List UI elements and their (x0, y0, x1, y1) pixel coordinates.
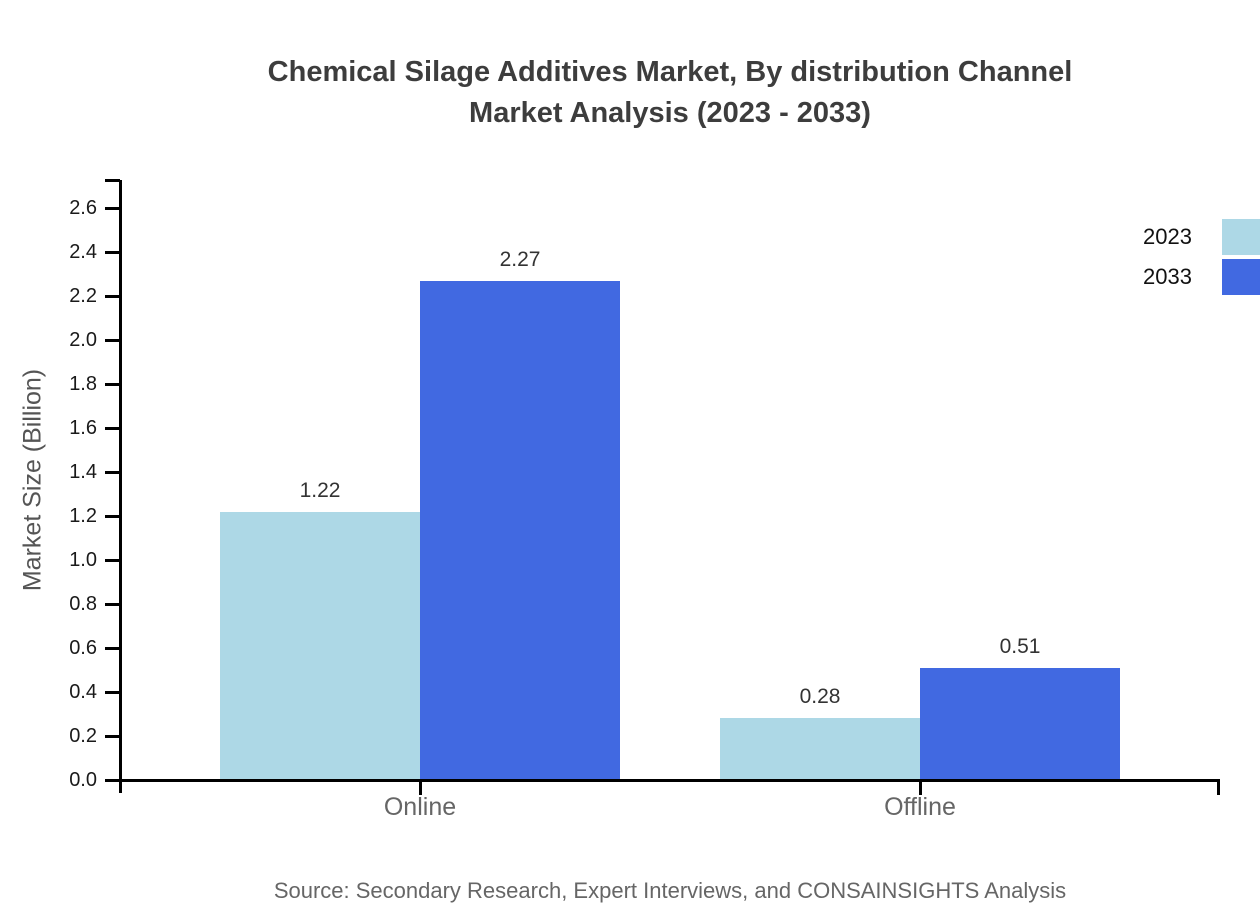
x-axis-end-tick (1217, 780, 1220, 795)
y-tick-label: 1.0 (69, 549, 97, 571)
y-axis-end-tick (105, 179, 120, 182)
bar-value-label: 0.51 (999, 634, 1041, 658)
chart-title-line1: Chemical Silage Additives Market, By dis… (267, 56, 1073, 88)
y-tick (105, 470, 120, 474)
x-axis-line (105, 779, 1220, 782)
y-tick-label: 2.6 (69, 197, 97, 219)
legend-label-2023: 2023 (1143, 224, 1192, 249)
legend: 2023 2033 (1143, 219, 1260, 295)
x-tick (918, 780, 922, 795)
chart-title-line2: Market Analysis (2023 - 2033) (469, 97, 871, 129)
bar-value-label: 2.27 (499, 247, 541, 271)
y-tick-label: 0.8 (69, 593, 97, 615)
y-tick-label: 2.4 (69, 241, 97, 263)
bar-2023-offline (720, 718, 920, 780)
bar-value-label: 1.22 (299, 478, 341, 502)
y-tick-label: 1.6 (69, 417, 97, 439)
bar-2023-online (220, 511, 420, 780)
y-tick (105, 426, 120, 430)
bar-value-label: 0.28 (799, 685, 841, 709)
legend-swatch-2023 (1222, 219, 1260, 255)
legend-item-2033: 2033 (1143, 259, 1260, 295)
y-tick (105, 514, 120, 518)
y-tick-label: 2.2 (69, 285, 97, 307)
y-tick-label: 2.0 (69, 329, 97, 351)
legend-item-2023: 2023 (1143, 219, 1260, 255)
y-tick (105, 294, 120, 298)
y-tick (105, 734, 120, 738)
y-tick-label: 1.2 (69, 505, 97, 527)
y-tick-label: 0.4 (69, 681, 97, 703)
y-tick-label: 1.4 (69, 461, 97, 483)
y-tick (105, 250, 120, 254)
y-tick-label: 0.0 (69, 769, 97, 791)
y-tick-label: 0.6 (69, 637, 97, 659)
y-tick (105, 206, 120, 210)
y-tick (105, 690, 120, 694)
y-tick (105, 602, 120, 606)
source-note: Source: Secondary Research, Expert Inter… (273, 878, 1067, 903)
bar-2033-online (420, 280, 620, 780)
y-tick (105, 338, 120, 342)
chart-title: Chemical Silage Additives Market, By dis… (120, 52, 1220, 134)
y-tick-label: 0.2 (69, 725, 97, 747)
bar-2033-offline (920, 667, 1120, 780)
x-category-label: Online (383, 793, 457, 821)
y-tick (105, 382, 120, 386)
legend-swatch-2033 (1222, 259, 1260, 295)
y-tick (105, 646, 120, 650)
legend-label-2033: 2033 (1143, 264, 1192, 289)
y-tick (105, 778, 120, 782)
y-axis-line (119, 180, 122, 793)
x-tick (418, 780, 422, 795)
x-category-label: Offline (884, 793, 956, 821)
y-tick-label: 1.8 (69, 373, 97, 395)
y-tick (105, 558, 120, 562)
